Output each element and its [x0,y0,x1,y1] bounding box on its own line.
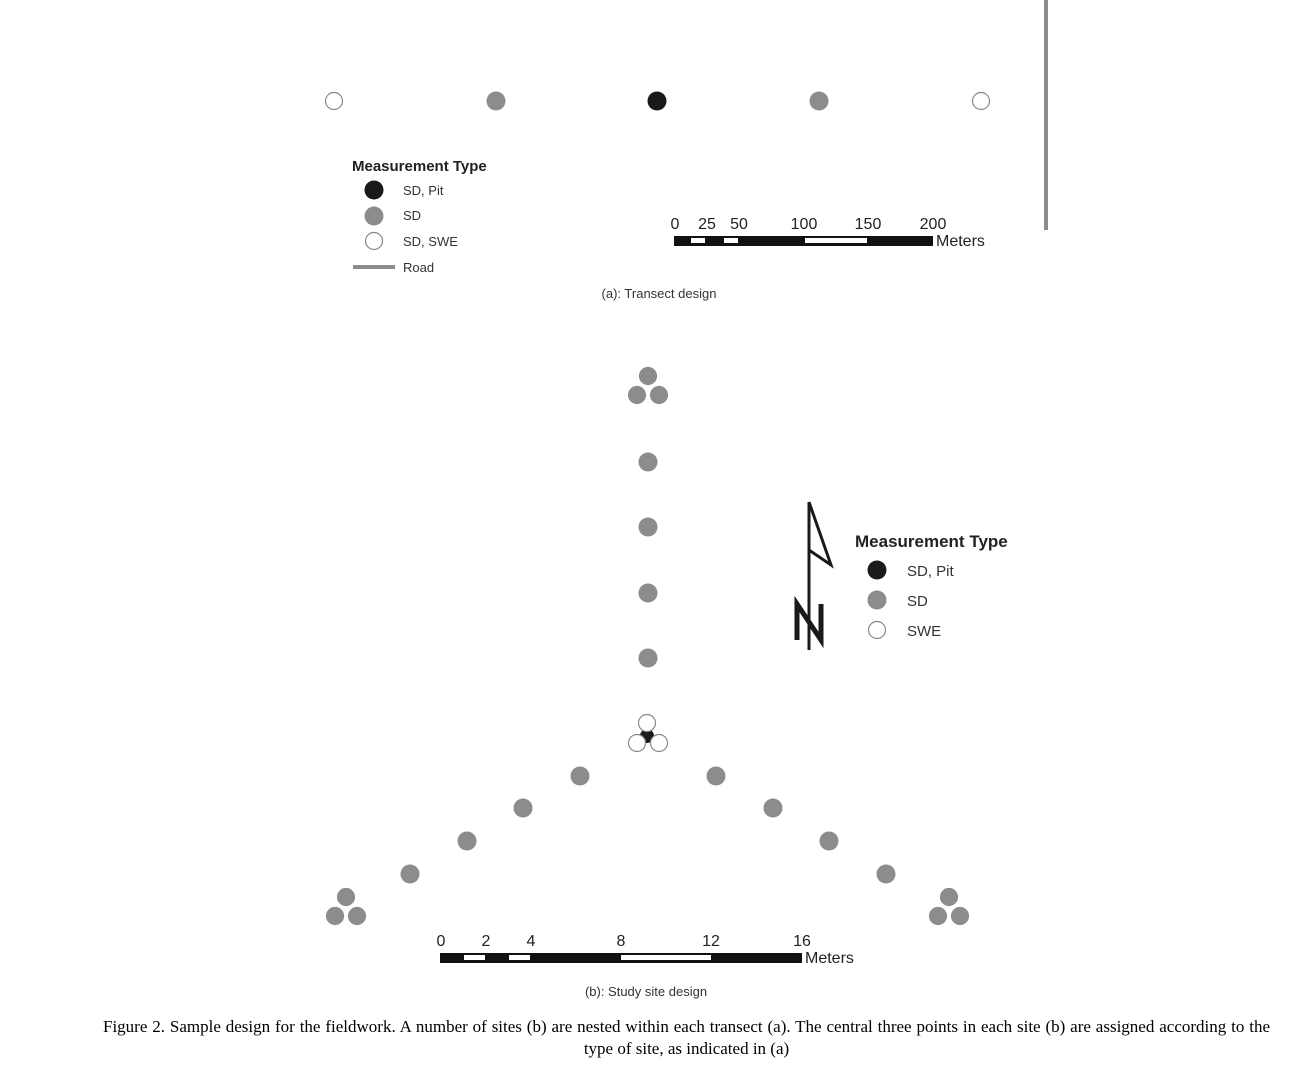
scale-a-tick-label: 150 [855,216,882,233]
site-point-sd [513,798,533,818]
legend-a-title: Measurement Type [352,158,487,175]
legend-a-road-marker [353,265,395,269]
scale-b-tick-label: 16 [793,933,811,950]
scale-a-tick-label: 0 [671,216,680,233]
transect-point-pit [647,91,667,111]
scale-b-tick-label: 12 [702,933,720,950]
transect-point-sd [486,91,506,111]
site-point-sd [457,831,477,851]
legend-b: Measurement Type SD, Pit SD SWE [855,532,1008,640]
legend-b-sd-marker [867,590,887,610]
site-point-sd [638,452,658,472]
scale-b-tick-label: 4 [527,933,536,950]
legend-a-sd-marker [364,206,384,226]
site-point-sd [638,517,658,537]
legend-b-label: SWE [907,623,941,640]
transect-points [324,91,991,111]
site-point-sd [819,831,839,851]
north-arrow-icon [794,501,834,650]
legend-b-title: Measurement Type [855,532,1008,551]
site-point-sd [638,583,658,603]
site-cluster-top [627,366,669,405]
site-point-sd [400,864,420,884]
legend-a-label: Road [403,260,434,275]
scale-b-tick-label: 8 [617,933,626,950]
site-point-sd [763,798,783,818]
panel-b: Measurement Type SD, Pit SD SWE 0 2 4 8 … [325,366,1008,999]
legend-a: Measurement Type SD, Pit SD SD, SWE Road [352,158,487,275]
scale-a-tick-label: 100 [791,216,818,233]
legend-a-label: SD, SWE [403,234,458,249]
legend-b-label: SD, Pit [907,563,955,580]
site-arm-southeast [706,766,896,884]
site-cluster-southeast [928,887,970,926]
transect-point-sd [809,91,829,111]
transect-point-swe [324,91,344,111]
legend-a-label: SD [403,208,421,223]
legend-a-label: SD, Pit [403,183,444,198]
scale-b-tick-label: 2 [482,933,491,950]
site-point-sd [876,864,896,884]
panel-a: Measurement Type SD, Pit SD SD, SWE Road… [324,0,1048,301]
legend-b-swe-marker [867,620,887,640]
site-arm-southwest [400,766,590,884]
legend-a-pit-marker [364,180,384,200]
scale-b-unit: Meters [805,950,854,967]
legend-b-pit-marker [867,560,887,580]
scale-bar-b: 0 2 4 8 12 16 Meters [437,933,854,967]
site-point-sd [570,766,590,786]
scale-bar-a: 0 25 50 100 150 200 Meters [671,216,985,250]
scale-a-unit: Meters [936,233,985,250]
site-cluster-center [627,713,669,753]
scale-b-tick-label: 0 [437,933,446,950]
site-arm-north [638,452,658,668]
scale-a-tick-label: 200 [920,216,947,233]
scale-a-tick-label: 50 [730,216,748,233]
road-line [1044,0,1048,230]
site-point-sd [706,766,726,786]
panel-a-subtitle: (a): Transect design [602,286,717,301]
site-point-sd [638,648,658,668]
figure-caption: Figure 2. Sample design for the fieldwor… [103,1017,1270,1058]
legend-a-swe-marker [364,231,384,251]
site-cluster-southwest [325,887,367,926]
transect-point-swe [971,91,991,111]
legend-b-label: SD [907,593,928,610]
panel-b-subtitle: (b): Study site design [585,984,707,999]
scale-a-tick-label: 25 [698,216,716,233]
